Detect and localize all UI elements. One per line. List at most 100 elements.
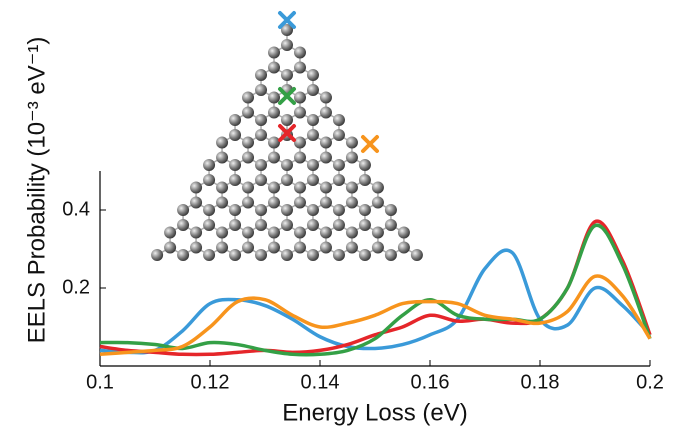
atom: [242, 181, 255, 194]
atom: [151, 249, 164, 261]
atom: [293, 196, 306, 209]
line-series: [99, 248, 652, 355]
atom: [190, 241, 203, 254]
atom: [397, 241, 410, 254]
atom: [371, 226, 384, 239]
line-series: [99, 223, 652, 357]
atom: [255, 114, 268, 126]
atom: [203, 219, 216, 231]
cross-marker: [278, 87, 296, 105]
atom: [358, 219, 371, 231]
x-tick-label: 0.12: [191, 371, 230, 393]
atom: [216, 151, 229, 164]
atom: [216, 196, 229, 209]
atom: [190, 226, 203, 239]
atom: [281, 39, 293, 51]
atom: [345, 151, 358, 164]
atom: [255, 219, 268, 231]
atom: [203, 174, 216, 186]
atom: [281, 114, 293, 126]
atom: [255, 159, 268, 171]
atom: [397, 226, 410, 239]
atom: [281, 24, 293, 36]
atom: [177, 204, 190, 216]
atom: [229, 114, 242, 126]
atom: [319, 151, 332, 164]
atom: [177, 219, 190, 231]
x-tick-label: 0.18: [521, 371, 560, 393]
atom: [345, 181, 358, 194]
atom: [281, 69, 293, 81]
atom: [332, 159, 345, 171]
atom: [281, 174, 293, 186]
atom: [293, 91, 306, 104]
atom: [358, 174, 371, 186]
atom: [268, 241, 281, 254]
x-tick-label: 0.16: [411, 371, 450, 393]
atom: [371, 241, 384, 254]
atom: [319, 181, 332, 194]
atom: [410, 249, 423, 261]
atom: [293, 61, 306, 74]
atom: [242, 151, 255, 164]
atom: [229, 249, 242, 261]
atom: [268, 46, 281, 59]
atom: [229, 159, 242, 171]
atom: [306, 84, 319, 96]
atom: [306, 159, 319, 171]
atom: [268, 181, 281, 194]
atom: [306, 219, 319, 231]
atom: [177, 249, 190, 261]
atom: [306, 174, 319, 186]
atom: [268, 106, 281, 119]
atom: [319, 91, 332, 104]
atom: [242, 241, 255, 254]
atom: [255, 84, 268, 96]
atom: [242, 196, 255, 209]
cross-marker: [361, 135, 379, 153]
atom: [319, 241, 332, 254]
atom: [216, 226, 229, 239]
atom: [358, 249, 371, 261]
atom: [190, 181, 203, 194]
atom: [358, 204, 371, 216]
atom: [268, 226, 281, 239]
atom: [319, 136, 332, 149]
atom: [203, 204, 216, 216]
atom: [229, 174, 242, 186]
atom: [268, 196, 281, 209]
atom: [345, 196, 358, 209]
atom: [242, 226, 255, 239]
atom: [281, 159, 293, 171]
atom: [332, 249, 345, 261]
atom: [293, 106, 306, 119]
x-tick-label: 0.14: [301, 371, 340, 393]
atom: [242, 106, 255, 119]
atom: [164, 226, 177, 239]
atom: [319, 196, 332, 209]
atom: [164, 241, 177, 254]
atom: [319, 226, 332, 239]
atom: [229, 219, 242, 231]
atom: [345, 241, 358, 254]
plot-area: 0.1 0.12 0.14 0.16 0.18 0.2 0.2 0.4: [62, 171, 664, 393]
atom: [371, 196, 384, 209]
atom: [306, 69, 319, 81]
atom: [358, 159, 371, 171]
atom: [384, 219, 397, 231]
cross-marker: [278, 11, 296, 29]
x-axis-title: Energy Loss (eV): [282, 399, 467, 426]
atom: [242, 91, 255, 104]
atom: [216, 241, 229, 254]
atom: [345, 136, 358, 149]
atom: [242, 136, 255, 149]
atom: [268, 136, 281, 149]
atom: [293, 181, 306, 194]
atom: [255, 174, 268, 186]
y-tick-label: 0.4: [62, 198, 90, 220]
atom: [319, 106, 332, 119]
atom: [384, 204, 397, 216]
atom: [281, 219, 293, 231]
atom: [384, 249, 397, 261]
